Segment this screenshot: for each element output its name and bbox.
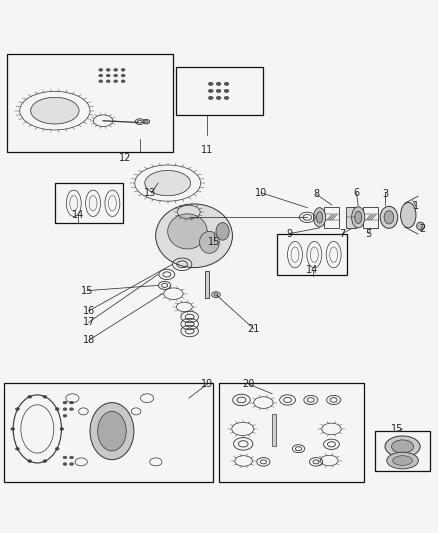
Ellipse shape [63,408,67,410]
Bar [272,414,276,447]
Ellipse shape [121,80,125,83]
Ellipse shape [69,456,73,459]
Text: 15: 15 [81,286,93,296]
Ellipse shape [15,408,19,410]
Ellipse shape [199,231,219,253]
Ellipse shape [391,440,413,453]
Text: 19: 19 [201,379,213,389]
Ellipse shape [99,80,102,83]
Ellipse shape [113,74,117,77]
Ellipse shape [43,395,47,398]
Ellipse shape [28,395,32,398]
Ellipse shape [63,401,67,404]
Ellipse shape [63,463,67,465]
Ellipse shape [215,82,220,86]
Text: 15: 15 [208,237,220,247]
Ellipse shape [43,459,47,463]
Ellipse shape [60,427,64,430]
Ellipse shape [313,208,325,227]
Bar [175,67,263,115]
Text: 15: 15 [390,424,403,434]
Ellipse shape [215,96,220,100]
Text: 9: 9 [286,229,292,239]
Bar [205,271,209,298]
Text: 17: 17 [82,317,95,327]
Ellipse shape [215,223,229,240]
Bar [219,383,364,482]
Ellipse shape [106,68,110,71]
Ellipse shape [63,414,67,417]
Text: 11: 11 [201,145,213,155]
Ellipse shape [223,96,229,100]
Ellipse shape [386,452,417,469]
Ellipse shape [351,207,364,228]
Bar [55,183,123,223]
Text: 6: 6 [353,188,359,198]
Ellipse shape [383,211,393,224]
Ellipse shape [145,171,190,196]
Text: 13: 13 [144,188,156,198]
Ellipse shape [31,98,79,124]
Bar [324,207,339,228]
Ellipse shape [208,96,213,100]
Ellipse shape [69,463,73,465]
Text: 14: 14 [306,265,318,275]
Ellipse shape [400,203,415,228]
Ellipse shape [155,204,232,268]
Bar [363,207,378,228]
Ellipse shape [99,74,102,77]
Ellipse shape [55,408,59,410]
Bar [7,54,173,152]
Text: 1: 1 [412,201,418,211]
Bar [276,233,346,275]
Text: 12: 12 [119,152,131,163]
Ellipse shape [121,68,125,71]
Text: 3: 3 [381,189,387,199]
Ellipse shape [223,89,229,93]
Text: 5: 5 [365,229,371,239]
Ellipse shape [113,68,117,71]
Ellipse shape [384,436,419,457]
Bar [4,383,212,482]
Ellipse shape [121,74,125,77]
Text: 7: 7 [339,229,345,239]
Ellipse shape [69,401,73,404]
Ellipse shape [113,80,117,83]
Text: 18: 18 [82,335,95,345]
Ellipse shape [63,456,67,459]
Text: 8: 8 [312,189,318,199]
Bar [374,431,429,471]
Ellipse shape [15,447,19,450]
Ellipse shape [223,82,229,86]
Ellipse shape [354,211,361,223]
Text: 21: 21 [247,324,259,334]
Ellipse shape [106,74,110,77]
Ellipse shape [11,427,15,430]
Ellipse shape [98,411,126,451]
Ellipse shape [28,459,32,463]
Ellipse shape [416,222,424,230]
Text: 10: 10 [254,188,267,198]
Text: 16: 16 [82,306,95,316]
Ellipse shape [90,402,134,459]
Ellipse shape [316,212,322,223]
Ellipse shape [215,89,220,93]
Ellipse shape [392,456,412,465]
Ellipse shape [167,214,207,249]
Text: 20: 20 [242,379,254,389]
Text: 2: 2 [418,224,424,234]
Ellipse shape [99,68,102,71]
Ellipse shape [55,447,59,450]
Ellipse shape [69,408,73,410]
Ellipse shape [106,80,110,83]
Text: 14: 14 [72,209,84,220]
Ellipse shape [379,206,397,228]
Ellipse shape [208,89,213,93]
Bar [345,207,355,228]
Ellipse shape [208,82,213,86]
